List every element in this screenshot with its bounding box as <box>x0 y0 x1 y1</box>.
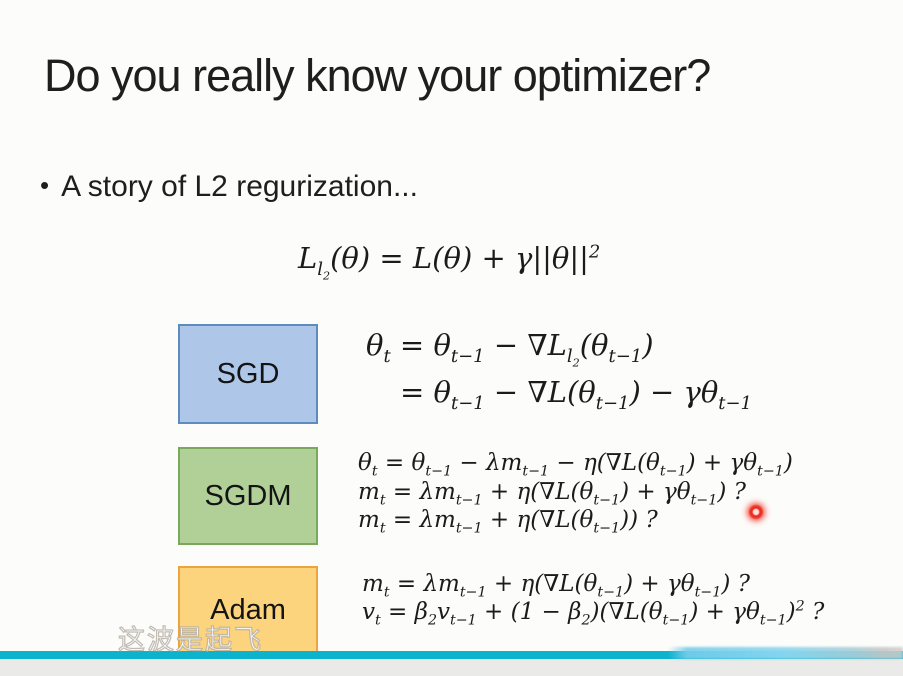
laser-pointer-dot <box>740 496 772 528</box>
bottom-right-blur <box>668 647 903 659</box>
bottom-gray-bar <box>0 659 903 676</box>
bullet-item: • A story of L2 regurization... <box>40 170 418 204</box>
sgd-equation-2: = θt−1 − ∇L(θt−1) − γθt−1 <box>400 375 752 414</box>
sgdm-box: SGDM <box>178 447 318 545</box>
sgd-box-label: SGD <box>216 357 280 390</box>
adam-box-label: Adam <box>210 593 286 626</box>
bullet-marker-icon: • <box>40 170 50 200</box>
l2-loss-formula: Ll2(θ) = L(θ) + γ||θ||2 <box>298 241 601 283</box>
bullet-text: A story of L2 regurization... <box>61 170 418 203</box>
page-title: Do you really know your optimizer? <box>44 50 711 101</box>
sgd-box: SGD <box>178 324 318 424</box>
sgdm-equation-2: mt = λmt−1 + η(∇L(θt−1) + γθt−1) ? <box>358 479 746 509</box>
watermark-text: 这波是起飞 <box>117 624 263 655</box>
sgd-equation-1: θt = θt−1 − ∇Ll2(θt−1) <box>366 328 654 370</box>
adam-equation-1: mt = λmt−1 + η(∇L(θt−1) + γθt−1) ? <box>362 571 750 601</box>
sgdm-box-label: SGDM <box>204 479 292 512</box>
sgdm-equation-3: mt = λmt−1 + η(∇L(θt−1)) ? <box>358 507 658 537</box>
sgdm-equation-1: θt = θt−1 − λmt−1 − η(∇L(θt−1) + γθt−1) <box>358 450 793 480</box>
adam-equation-2: vt = β2vt−1 + (1 − β2)(∇L(θt−1) + γθt−1)… <box>362 598 825 629</box>
bottom-divider-line <box>0 651 903 659</box>
adam-box: Adam <box>178 566 318 652</box>
